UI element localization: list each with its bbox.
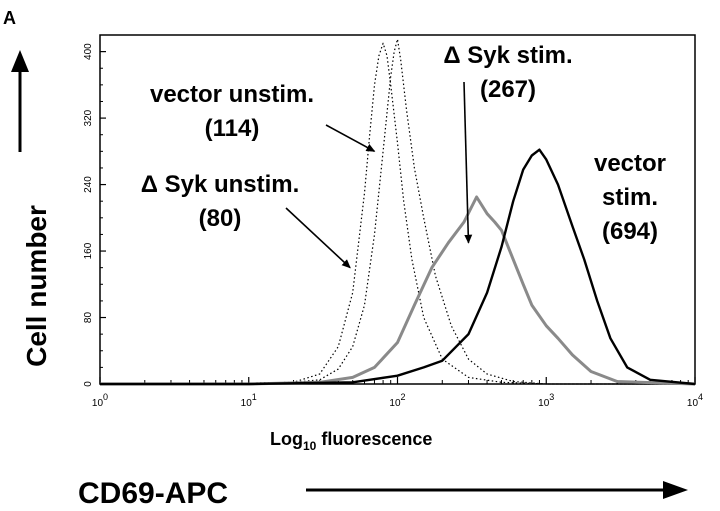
y-arrow-head xyxy=(11,50,29,72)
panel-label: A xyxy=(3,8,16,28)
x-tick-label: 104 xyxy=(687,392,703,409)
series-line-1 xyxy=(99,42,695,385)
annotation-arrow-1 xyxy=(325,124,376,153)
x-tick-label: 102 xyxy=(389,392,405,409)
annotation-arrow-3 xyxy=(285,207,351,269)
x-tick-label: 100 xyxy=(92,392,108,409)
y-tick-label: 0 xyxy=(83,381,94,387)
axis-ticks: 100 101 102 103 104 0 80 160 240 320 400 xyxy=(83,43,703,409)
series-line-4 xyxy=(100,148,696,386)
annotation-label-1: vector unstim. (114) xyxy=(150,81,314,142)
annotation-group: vector unstim. (114) Δ Syk stim. (267) Δ Syk… xyxy=(141,42,666,269)
y-tick-label: 80 xyxy=(83,312,94,324)
series-line-2 xyxy=(99,38,695,385)
y-tick-label: 320 xyxy=(83,109,94,126)
y-tick-label: 240 xyxy=(83,176,94,193)
series-group xyxy=(99,38,696,386)
y-tick-label: 400 xyxy=(83,43,94,60)
x-axis-title: Log10 fluorescence xyxy=(270,429,432,453)
y-tick-label: 160 xyxy=(83,242,94,259)
marker-label: CD69-APC xyxy=(78,477,228,510)
annotation-label-4: vector stim. (694) xyxy=(594,150,666,245)
series-line-3 xyxy=(100,195,696,386)
annotation-arrow-2 xyxy=(463,81,473,244)
marker-arrow-head xyxy=(663,481,688,499)
x-tick-label: 101 xyxy=(241,392,257,409)
annotation-label-3: Δ Syk unstim. (80) xyxy=(141,171,300,232)
x-tick-label: 103 xyxy=(538,392,554,409)
y-axis-title: Cell number xyxy=(21,205,52,367)
y-title-group: Cell number xyxy=(11,50,52,367)
annotation-label-2: Δ Syk stim. (267) xyxy=(443,42,572,103)
